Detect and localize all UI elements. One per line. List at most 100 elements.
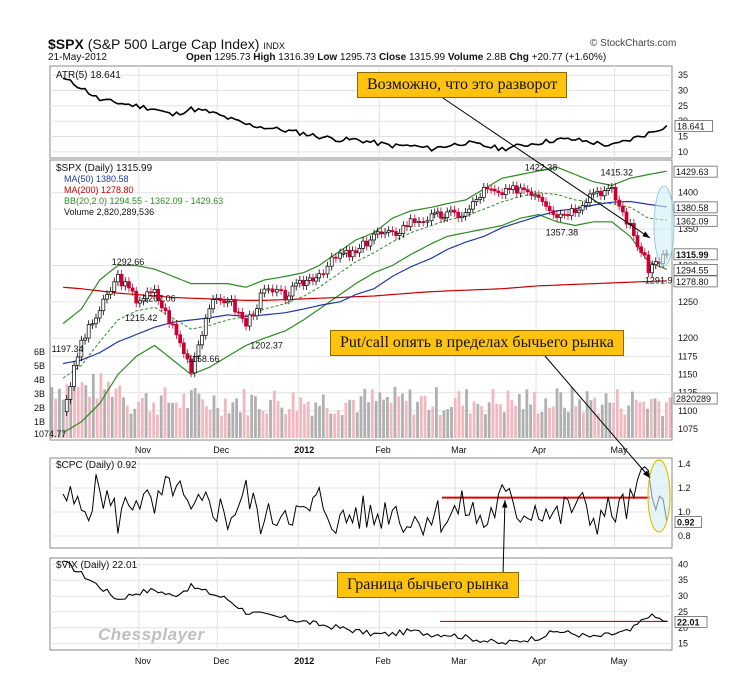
- spx-right-label-5-box: [673, 275, 718, 288]
- price-candle: [642, 252, 647, 256]
- price-candle: [287, 295, 291, 301]
- volume-bar: [401, 393, 404, 438]
- volume-bar: [472, 401, 476, 438]
- volume-bar: [589, 400, 593, 438]
- price-candle: [533, 194, 537, 197]
- price-candle: [134, 290, 139, 304]
- volume-bar: [574, 405, 578, 438]
- price-candle: [417, 221, 421, 224]
- price-candle: [474, 199, 479, 203]
- volume-bar: [257, 409, 261, 438]
- volume-bar: [238, 412, 242, 438]
- price-candle: [522, 187, 526, 190]
- price-candle: [364, 240, 369, 247]
- price-candle: [599, 190, 603, 197]
- volume-bar: [499, 404, 502, 438]
- quote-line: Open 1295.73 High 1316.39 Low 1295.73 Cl…: [186, 52, 607, 63]
- peak-label-4: 1158.66: [188, 354, 220, 364]
- atr-ytick-5: 10: [678, 147, 688, 157]
- volume-bar: [476, 403, 480, 438]
- price-candle: [152, 288, 157, 293]
- volume-bar: [559, 392, 563, 438]
- arrow-reversal-head: [642, 231, 650, 238]
- volume-bar: [582, 412, 585, 438]
- price-candle: [544, 201, 548, 207]
- price-candle: [283, 290, 288, 301]
- price-candle: [244, 318, 248, 327]
- volume-bar: [333, 413, 337, 438]
- price-candle: [514, 185, 519, 194]
- volume-bar: [593, 397, 597, 438]
- volume-bar: [144, 393, 148, 438]
- price-candle: [489, 188, 493, 191]
- price-candle: [86, 324, 91, 339]
- volume-bar: [502, 412, 506, 438]
- volume-bar: [378, 392, 382, 438]
- price-candle: [174, 323, 179, 336]
- volume-bar: [287, 409, 291, 438]
- price-candle: [481, 186, 486, 198]
- volume-bar: [408, 389, 412, 438]
- volume-bar: [310, 415, 314, 438]
- volume-bar: [551, 406, 555, 438]
- price-candle: [639, 246, 644, 253]
- cpc-line: [62, 466, 668, 537]
- volume-bar: [389, 402, 393, 438]
- price-candle: [353, 250, 358, 254]
- volume-bar: [295, 411, 299, 438]
- price-candle: [566, 214, 570, 217]
- spx-ytick-5: 1175: [678, 351, 697, 361]
- price-candle: [610, 186, 614, 189]
- ma200-line: [63, 280, 667, 301]
- ma50-line: [62, 200, 667, 365]
- cpc-last-value-box: [674, 516, 702, 528]
- spx-ytick-3: 1250: [678, 297, 698, 307]
- volume-bar: [404, 400, 408, 438]
- spx-right-label-0-box: [673, 165, 718, 178]
- price-candle: [412, 218, 417, 224]
- cpc-ytick-2: 1.0: [678, 507, 691, 517]
- volume-bar: [570, 387, 574, 438]
- volume-bar: [129, 413, 133, 438]
- volume-bar: [76, 387, 80, 438]
- price-candle: [170, 323, 175, 326]
- symbol: $SPX: [48, 36, 84, 52]
- volume-bar: [600, 404, 604, 438]
- price-candle: [108, 291, 113, 295]
- stockcharts-watermark: © StockCharts.com: [590, 38, 677, 49]
- spx-ytick-1: 1350: [678, 224, 698, 234]
- volume-bar: [529, 404, 533, 438]
- volume-bar: [521, 409, 525, 438]
- close-value: 1315.99: [408, 52, 446, 63]
- volume-bar: [269, 399, 272, 438]
- cpc-highlight: [647, 459, 671, 533]
- price-candle: [130, 287, 135, 292]
- xtick-mid-2: 2012: [294, 445, 314, 455]
- volume-bar: [254, 396, 257, 438]
- price-candle: [536, 194, 541, 198]
- price-candle: [372, 233, 376, 241]
- peak-label-7: 1357.38: [546, 228, 579, 238]
- price-candle: [105, 294, 109, 300]
- volume-bar: [182, 393, 186, 438]
- volume-bar: [450, 406, 453, 438]
- volume-bar: [186, 407, 189, 438]
- price-candle: [460, 215, 464, 219]
- price-candle: [255, 308, 259, 317]
- price-candle: [218, 298, 223, 301]
- price-candle: [478, 197, 483, 200]
- volume-bar: [370, 389, 374, 438]
- price-candle: [294, 282, 299, 287]
- volume-bar: [321, 394, 325, 438]
- price-candle: [386, 230, 391, 233]
- volume-bar: [487, 402, 491, 438]
- ma50-legend: MA(50) 1380.58: [64, 174, 129, 184]
- volume-bar: [171, 402, 174, 438]
- price-candle: [178, 334, 182, 344]
- spx-highlight: [653, 185, 675, 267]
- price-candle: [449, 209, 453, 213]
- volume-bar: [303, 403, 306, 438]
- vix-last-value-box: [674, 616, 708, 628]
- peak-label-9: 1291.9: [645, 275, 673, 285]
